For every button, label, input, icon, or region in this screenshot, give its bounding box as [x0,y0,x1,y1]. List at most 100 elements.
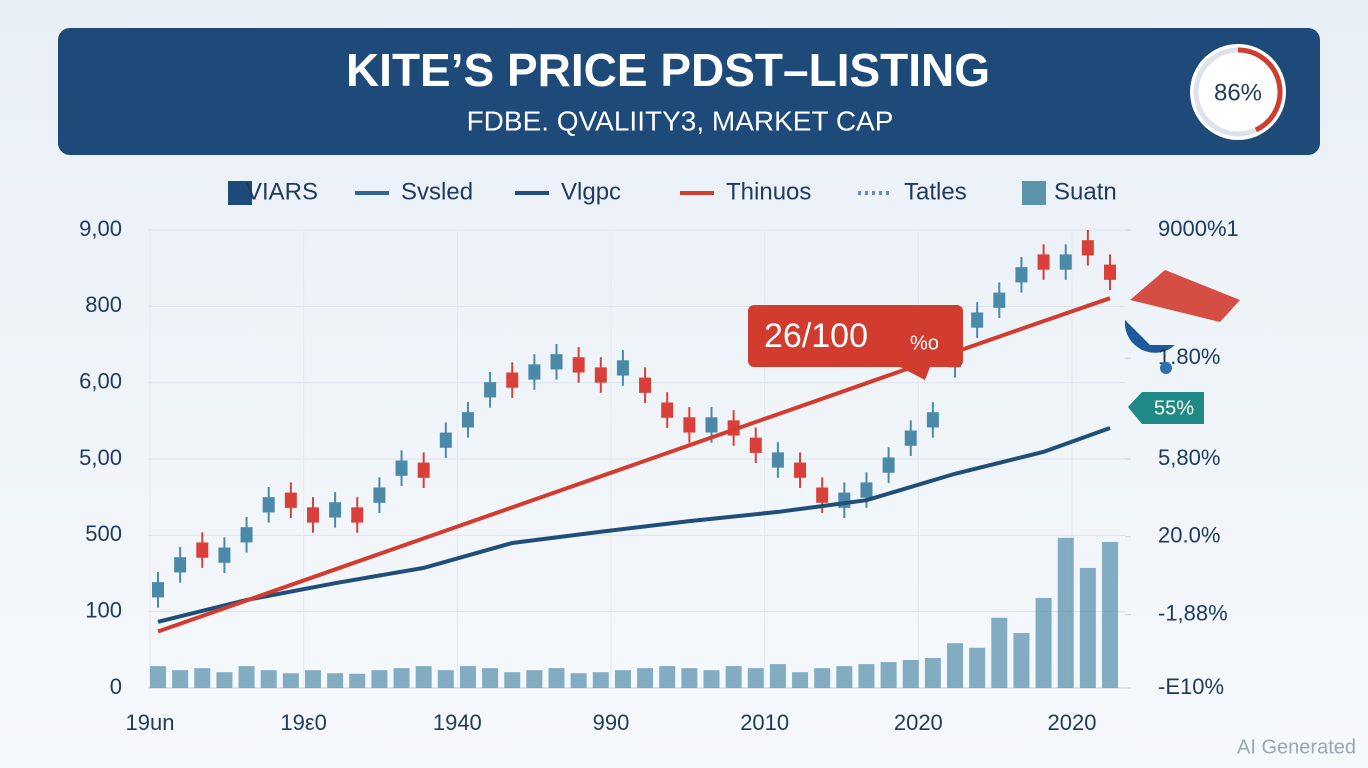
candle-body [971,312,984,328]
volume-bar [592,672,609,688]
legend-label: Svsled [401,178,473,205]
line-series [157,296,1111,634]
decor-arrow [1130,270,1240,322]
candle-body [417,462,430,478]
candle-body [926,412,939,428]
candle-body [993,292,1006,308]
candle-body [816,487,829,503]
gauge-arc [1237,47,1283,133]
x-tick-label: 19un [126,710,175,735]
candle-body [794,462,807,478]
volume-bar [769,664,786,688]
volume-bar [548,668,565,688]
legend-label: Tatles [904,178,967,205]
y2-tick-label: -E10% [1158,674,1224,699]
volume-bar [327,673,344,688]
volume-bar [969,647,986,688]
candle-body [351,507,364,523]
y-tick-label: 6,00 [79,368,122,393]
legend-icon [1022,181,1046,205]
volume-bar [393,668,410,688]
candle-body [262,497,275,513]
volume-bar [216,672,233,688]
x-tick-label: 2010 [740,710,789,735]
x-tick-label: 1940 [433,710,482,735]
y-tick-label: 5,00 [79,445,122,470]
volume-bar [614,670,631,688]
candle-body [218,547,231,563]
volume-bar [681,668,698,688]
watermark: AI Generated [1237,736,1356,758]
volume-bar [150,666,166,688]
candle-body [904,430,917,446]
candle-body [306,507,319,523]
x-tick-label: 990 [593,710,630,735]
volume-bar [703,670,720,688]
line-series [157,426,1111,624]
candle-body [1059,254,1072,270]
candle-body [174,557,187,573]
volume-bar [747,668,764,688]
volume-bar [1102,541,1118,688]
candle-body [240,527,253,543]
candle-body [860,482,873,498]
candle-body [749,437,762,453]
candle-body [284,492,297,508]
legend-label: Vlgpc [561,178,621,205]
volume-bar [725,666,742,688]
candle-body [196,542,209,558]
volume-bar [814,668,831,688]
chart-title: KITE’S PRICE PDST–LISTING [346,44,990,96]
decor-icon [1124,320,1175,353]
volume-bar [924,657,941,688]
volume-bar [836,666,853,688]
annotation-box [748,305,963,367]
annotation-note: %o [910,332,939,354]
volume-bar [371,670,388,688]
volume-bar [238,666,255,688]
candle-body [439,432,452,448]
candle-body [1104,264,1116,280]
x-tick-label: 19ε0 [280,710,327,735]
gauge-bg [1190,44,1286,140]
candle-body [461,412,474,428]
candle-body [1037,254,1050,270]
candle-body [639,377,652,393]
volume-bar [637,668,654,688]
x-tick-label: 2020 [894,710,943,735]
x-tick-label: 2020 [1048,710,1097,735]
y-tick-label: 800 [85,292,122,317]
callout-dot [1160,362,1172,374]
y-tick-label: 9,00 [79,216,122,241]
volume-bar [1057,537,1074,688]
annotation-pointer [900,367,930,380]
volume-bar [792,672,809,688]
volume-bar [858,664,875,688]
legend-icon [228,181,252,205]
volume-bar [482,668,499,688]
y2-tick-label: 9000%1 [1158,216,1239,241]
y-tick-label: 0 [110,674,122,699]
candle-body [550,354,563,370]
volume-bar [902,660,919,688]
volume-bar [194,668,211,688]
volume-bar [459,666,476,688]
volume-bar [415,666,432,688]
y-tick-label: 100 [85,597,122,622]
candle-body [1081,240,1094,256]
callout-box [1128,392,1204,424]
volume-bar [282,673,299,688]
candle-body [373,487,386,503]
candle-body [594,367,607,383]
volume-bar [437,670,454,688]
chart-subtitle: FDBE. QVALIITY3, MARKET CAP [467,105,894,136]
legend-label: Thinuos [726,178,811,205]
candle-body [882,457,895,473]
volume-bar [991,617,1008,688]
candle-body [616,360,629,376]
candle-body [661,402,674,418]
callout-text: 55% [1154,397,1194,419]
volume-bar [659,666,676,688]
candle-body [705,417,718,433]
volume-bar [880,662,897,688]
